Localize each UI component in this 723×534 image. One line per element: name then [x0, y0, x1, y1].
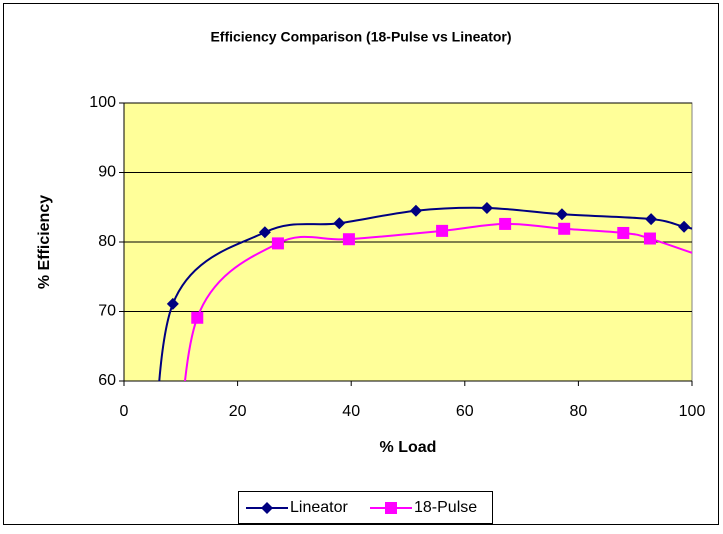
marker: [258, 226, 271, 239]
marker: [643, 232, 656, 245]
x-tick-label: 20: [229, 403, 247, 420]
marker: [191, 311, 204, 324]
marker: [385, 502, 397, 514]
marker: [166, 297, 179, 310]
legend-label: Lineator: [290, 499, 348, 516]
x-axis-label: % Load: [380, 439, 437, 456]
marker: [678, 220, 691, 233]
marker: [271, 237, 284, 250]
marker: [342, 233, 355, 246]
marker: [409, 204, 422, 217]
x-tick-label: 0: [120, 403, 129, 420]
y-tick-label: 80: [98, 233, 116, 250]
y-tick-label: 100: [89, 94, 116, 111]
marker: [261, 502, 273, 514]
chart-title: Efficiency Comparison (18-Pulse vs Linea…: [210, 29, 511, 45]
x-tick-label: 40: [342, 403, 360, 420]
y-axis-label: % Efficiency: [36, 195, 53, 289]
x-tick-label: 100: [679, 403, 706, 420]
marker: [499, 217, 512, 230]
x-tick-label: 60: [456, 403, 474, 420]
marker: [617, 226, 630, 239]
marker: [333, 217, 346, 230]
marker: [558, 222, 571, 235]
marker: [645, 213, 658, 226]
marker: [480, 201, 493, 214]
y-tick-label: 60: [98, 372, 116, 389]
legend-label: 18-Pulse: [414, 499, 477, 516]
y-tick-label: 90: [98, 164, 116, 181]
y-tick-label: 70: [98, 303, 116, 320]
marker: [436, 224, 449, 237]
x-tick-label: 80: [570, 403, 588, 420]
series-layer: [158, 201, 692, 381]
marker: [555, 208, 568, 221]
